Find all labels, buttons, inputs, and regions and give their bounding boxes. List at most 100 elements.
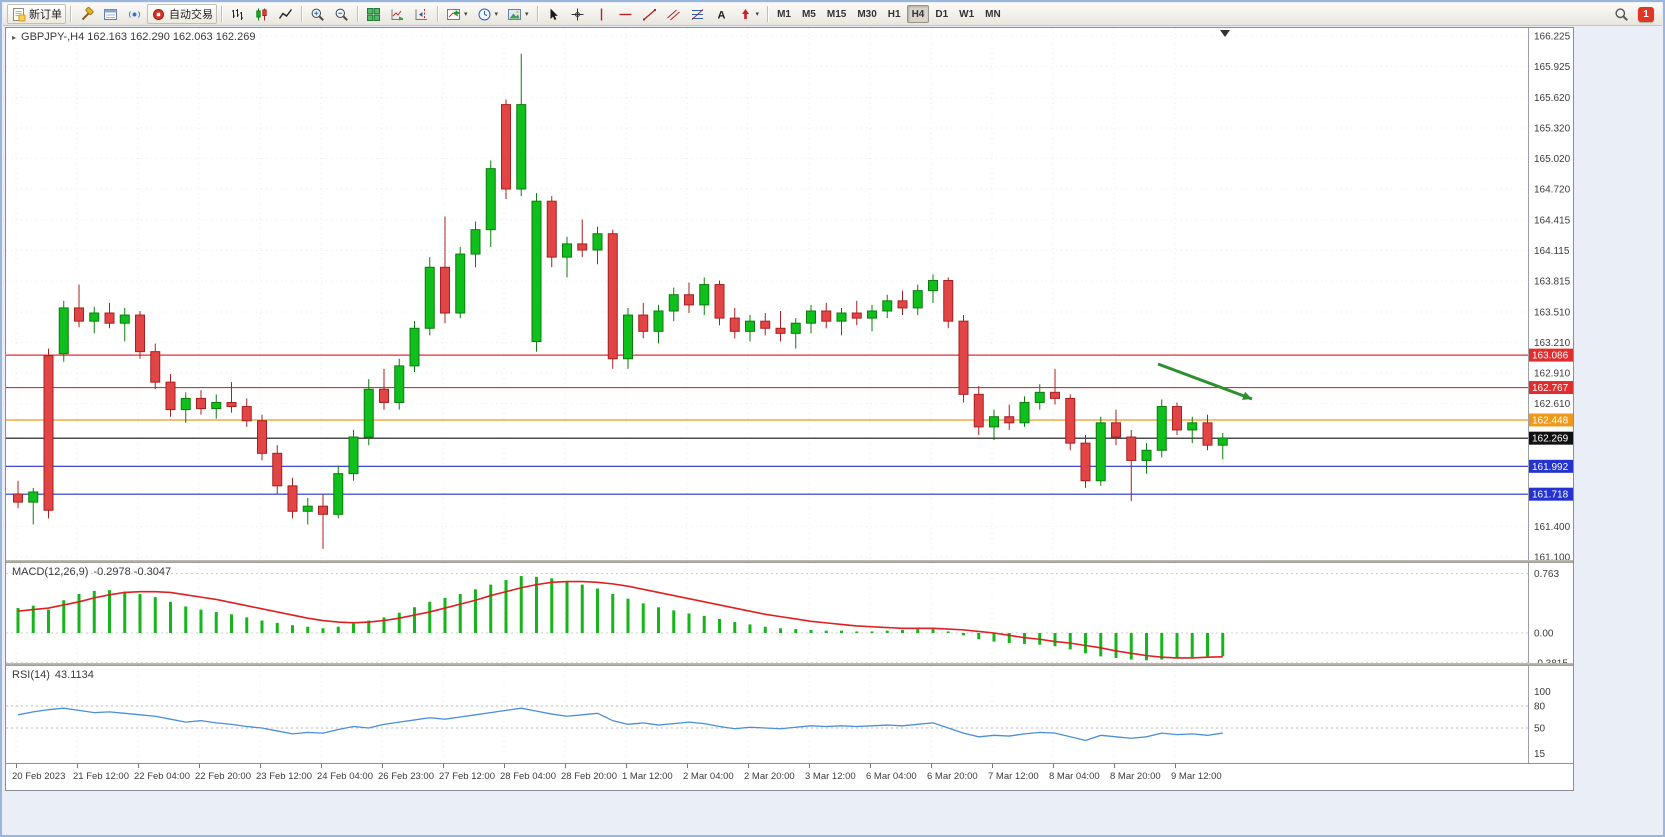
time-axis-label: 8 Mar 20:00 xyxy=(1110,771,1161,782)
candlestick-icon xyxy=(256,8,267,20)
macd-bar xyxy=(931,629,935,633)
templates-button[interactable]: ▾ xyxy=(503,4,533,24)
candle xyxy=(912,290,923,309)
macd-bar xyxy=(169,601,172,633)
candle xyxy=(775,327,786,334)
bar-chart-icon xyxy=(232,8,243,20)
macd-chart-canvas[interactable]: 0.763 0.00 -0.3815 xyxy=(6,563,1573,663)
toolbar-separator xyxy=(70,6,71,22)
timeframe-h4-button[interactable]: H4 xyxy=(906,5,930,23)
time-tick xyxy=(260,764,261,768)
rsi-pane[interactable]: 100 80 50 15 RSI(14) 43.1134 xyxy=(6,666,1573,763)
candle xyxy=(897,300,908,309)
candle xyxy=(379,388,389,403)
chevron-down-icon: ▾ xyxy=(525,10,529,18)
toolbar-separator xyxy=(536,6,538,22)
navigator-button[interactable] xyxy=(123,4,146,24)
fibonacci-tool-button[interactable] xyxy=(686,4,709,24)
periods-button[interactable]: ▾ xyxy=(473,4,503,24)
candle xyxy=(806,310,816,324)
zoom-in-button[interactable] xyxy=(306,4,329,24)
candle xyxy=(180,397,191,411)
trend-arrow-head xyxy=(1242,391,1252,400)
pane-separator[interactable] xyxy=(6,663,1573,666)
chart-shift-button[interactable] xyxy=(410,4,433,24)
toolbar-separator xyxy=(437,6,438,22)
candle xyxy=(973,393,984,428)
time-tick xyxy=(382,764,383,768)
price-badge xyxy=(1529,459,1573,473)
rsi-chart-canvas[interactable]: 100 80 50 15 xyxy=(6,666,1573,763)
cursor-tool-button[interactable] xyxy=(542,4,565,24)
market-watch-button[interactable] xyxy=(99,4,122,24)
macd-bar xyxy=(474,589,477,633)
rsi-axis-label: 50 xyxy=(1534,724,1546,735)
candle xyxy=(714,284,725,319)
price-chart-canvas[interactable]: 166.225 165.925 165.620 165.320 165.020 164.7… xyxy=(6,28,1573,560)
timeframe-d1-button[interactable]: D1 xyxy=(935,8,949,20)
tile-windows-button[interactable] xyxy=(362,4,385,24)
candle xyxy=(546,200,557,258)
timeframe-m15-button[interactable]: M15 xyxy=(826,8,847,20)
price-axis-label: 163.210 xyxy=(1534,338,1571,349)
time-axis-label: 9 Mar 12:00 xyxy=(1171,771,1222,782)
text-tool-button[interactable]: A xyxy=(710,4,733,24)
collapse-icon[interactable]: ▸ xyxy=(12,32,17,42)
rsi-info: RSI(14) 43.1134 xyxy=(12,669,94,681)
autotrading-button[interactable]: 自动交易 xyxy=(147,4,217,24)
shift-marker-icon[interactable] xyxy=(1220,30,1230,37)
price-pane[interactable]: 166.225 165.925 165.620 165.320 165.020 164.7… xyxy=(6,28,1573,560)
toolbar: 新订单 自动交易 xyxy=(3,3,1662,26)
price-badge xyxy=(1529,413,1573,427)
indicators-button[interactable]: ▾ xyxy=(442,4,472,24)
arrows-tool-button[interactable]: ▾ xyxy=(734,4,764,24)
notification-badge[interactable]: 1 xyxy=(1638,6,1654,22)
timeframe-m1-button[interactable]: M1 xyxy=(777,8,791,20)
vertical-line-icon xyxy=(600,8,602,20)
macd-bar xyxy=(992,633,996,642)
timeframe-m5-button[interactable]: M5 xyxy=(801,8,816,20)
macd-bar xyxy=(901,629,904,633)
timeframe-w1-button[interactable]: W1 xyxy=(959,8,975,20)
timeframe-h1-button[interactable]: H1 xyxy=(887,8,901,20)
macd-bar xyxy=(214,611,218,633)
time-axis-label: 3 Mar 12:00 xyxy=(805,771,856,782)
zoom-out-icon xyxy=(335,8,348,21)
trendline-tool-button[interactable] xyxy=(638,4,661,24)
auto-scroll-button[interactable] xyxy=(386,4,409,24)
bar-chart-button[interactable] xyxy=(226,4,249,24)
price-axis-label: 165.320 xyxy=(1534,124,1571,135)
timeframe-mn-button[interactable]: MN xyxy=(985,8,1001,20)
macd-bar xyxy=(840,630,843,633)
candle xyxy=(226,401,237,408)
candle xyxy=(684,294,694,306)
macd-bar xyxy=(962,633,965,636)
new-order-button[interactable]: 新订单 xyxy=(7,4,66,24)
candle xyxy=(440,266,450,314)
candle xyxy=(1141,449,1152,461)
macd-bar xyxy=(1084,633,1087,654)
chevron-down-icon: ▾ xyxy=(464,10,468,18)
time-axis[interactable]: 20 Feb 2023 21 Feb 12:00 22 Feb 04:00 22 Fe… xyxy=(6,763,1573,789)
candlestick-chart-button[interactable] xyxy=(250,4,273,24)
vertical-line-tool-button[interactable] xyxy=(590,4,613,24)
time-axis-label: 23 Feb 12:00 xyxy=(256,771,312,782)
search-button[interactable] xyxy=(1610,4,1633,24)
candle xyxy=(1111,422,1121,438)
zoom-out-button[interactable] xyxy=(330,4,353,24)
metaeditor-button[interactable] xyxy=(75,4,98,24)
macd-bar xyxy=(489,584,493,633)
candle xyxy=(653,310,664,332)
time-tick xyxy=(748,764,749,768)
horizontal-line-tool-button[interactable] xyxy=(614,4,637,24)
line-chart-button[interactable] xyxy=(274,4,297,24)
channel-tool-button[interactable] xyxy=(662,4,685,24)
candle xyxy=(882,300,893,312)
trend-arrow[interactable] xyxy=(1157,362,1253,401)
timeframe-m30-button[interactable]: M30 xyxy=(857,8,877,20)
macd-pane[interactable]: 0.763 0.00 -0.3815 MACD(12,26,9) -0.2978 -… xyxy=(6,563,1573,663)
macd-bar xyxy=(870,631,874,633)
candle xyxy=(13,493,23,503)
crosshair-tool-button[interactable] xyxy=(566,4,589,24)
pane-separator[interactable] xyxy=(6,560,1573,563)
